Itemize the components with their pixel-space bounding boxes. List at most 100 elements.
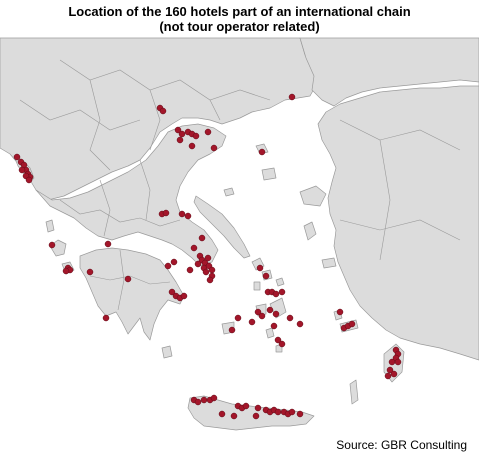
hotel-marker[interactable] bbox=[25, 176, 33, 184]
hotel-marker[interactable] bbox=[204, 128, 212, 136]
hotel-marker[interactable] bbox=[336, 308, 344, 316]
hotel-marker[interactable] bbox=[102, 314, 110, 322]
hotel-marker[interactable] bbox=[278, 288, 286, 296]
border-line bbox=[149, 89, 161, 151]
hotel-marker[interactable] bbox=[234, 314, 242, 322]
sporades bbox=[223, 187, 235, 197]
lemnos bbox=[261, 167, 277, 181]
border-line bbox=[117, 249, 125, 311]
turkey-land bbox=[299, 37, 479, 361]
hotel-marker[interactable] bbox=[176, 136, 184, 144]
hotel-marker[interactable] bbox=[228, 326, 236, 334]
hotel-marker[interactable] bbox=[18, 166, 26, 174]
hotel-marker[interactable] bbox=[348, 320, 356, 328]
hotel-marker[interactable] bbox=[86, 268, 94, 276]
hotel-marker[interactable] bbox=[170, 258, 178, 266]
hotel-marker[interactable] bbox=[168, 288, 176, 296]
hotel-marker[interactable] bbox=[210, 394, 218, 402]
hotel-marker[interactable] bbox=[252, 412, 260, 420]
hotel-marker[interactable] bbox=[270, 322, 278, 330]
hotel-marker[interactable] bbox=[124, 275, 132, 283]
hotel-marker[interactable] bbox=[256, 264, 264, 272]
hotel-marker[interactable] bbox=[48, 241, 56, 249]
samos bbox=[321, 257, 337, 269]
crete bbox=[187, 395, 315, 431]
hotel-marker[interactable] bbox=[180, 292, 188, 300]
hotel-marker[interactable] bbox=[254, 404, 262, 412]
hotel-marker[interactable] bbox=[242, 402, 250, 410]
syros bbox=[253, 281, 261, 291]
hotel-marker[interactable] bbox=[266, 306, 274, 314]
hotel-marker[interactable] bbox=[192, 132, 200, 140]
hotel-marker[interactable] bbox=[174, 126, 182, 134]
border-line bbox=[19, 99, 141, 131]
hotel-marker[interactable] bbox=[288, 93, 296, 101]
peloponnese bbox=[79, 247, 185, 341]
border-line bbox=[89, 275, 171, 285]
hotel-marker[interactable] bbox=[272, 290, 280, 298]
hotel-marker[interactable] bbox=[13, 153, 21, 161]
hotel-markers bbox=[13, 93, 402, 420]
hotel-marker[interactable] bbox=[394, 358, 402, 366]
hotel-marker[interactable] bbox=[200, 396, 208, 404]
hotel-marker[interactable] bbox=[162, 209, 170, 217]
hotel-marker[interactable] bbox=[188, 142, 196, 150]
hotel-marker[interactable] bbox=[386, 366, 394, 374]
hotel-marker[interactable] bbox=[194, 398, 202, 406]
hotel-marker[interactable] bbox=[194, 260, 202, 268]
hotel-marker[interactable] bbox=[262, 272, 270, 280]
hotel-marker[interactable] bbox=[258, 312, 266, 320]
hotel-marker[interactable] bbox=[258, 148, 266, 156]
hotel-marker[interactable] bbox=[159, 107, 167, 115]
hotel-marker[interactable] bbox=[218, 410, 226, 418]
hotel-marker[interactable] bbox=[384, 372, 392, 380]
regional-borders bbox=[19, 59, 461, 311]
hotel-marker[interactable] bbox=[198, 234, 206, 242]
hotel-marker[interactable] bbox=[184, 212, 192, 220]
border-line bbox=[139, 159, 151, 221]
hotel-marker[interactable] bbox=[248, 318, 256, 326]
border-line bbox=[89, 79, 111, 171]
hotel-marker[interactable] bbox=[186, 266, 194, 274]
hotel-marker[interactable] bbox=[164, 262, 172, 270]
ios bbox=[265, 327, 275, 339]
hotel-marker[interactable] bbox=[206, 276, 214, 284]
hotel-marker[interactable] bbox=[388, 358, 396, 366]
hotel-marker[interactable] bbox=[288, 408, 296, 416]
lesvos bbox=[299, 185, 327, 207]
hotel-marker[interactable] bbox=[178, 130, 186, 138]
hotel-marker[interactable] bbox=[230, 412, 238, 420]
chios bbox=[303, 221, 317, 241]
hotel-marker[interactable] bbox=[104, 240, 112, 248]
hotel-marker[interactable] bbox=[272, 310, 280, 318]
hotel-marker[interactable] bbox=[274, 408, 282, 416]
hotel-marker[interactable] bbox=[274, 336, 282, 344]
hotel-marker[interactable] bbox=[390, 370, 398, 378]
map-title-line1: Location of the 160 hotels part of an in… bbox=[68, 4, 411, 19]
hotel-marker[interactable] bbox=[286, 314, 294, 322]
hotel-marker[interactable] bbox=[278, 340, 286, 348]
border-line bbox=[339, 219, 461, 241]
border-line bbox=[379, 139, 391, 261]
border-line bbox=[339, 119, 461, 151]
hotel-marker[interactable] bbox=[208, 266, 216, 274]
hotel-marker[interactable] bbox=[296, 320, 304, 328]
hotel-marker[interactable] bbox=[296, 410, 304, 418]
border-line bbox=[59, 199, 181, 227]
border-line bbox=[59, 59, 271, 101]
hotel-marker[interactable] bbox=[190, 244, 198, 252]
source-credit: Source: GBR Consulting bbox=[334, 438, 469, 452]
hotel-marker[interactable] bbox=[178, 210, 186, 218]
border-line bbox=[209, 99, 221, 121]
border-line bbox=[99, 179, 111, 237]
hotel-marker[interactable] bbox=[254, 308, 262, 316]
hotel-marker[interactable] bbox=[62, 267, 70, 275]
hotel-marker[interactable] bbox=[204, 254, 212, 262]
mykonos bbox=[275, 277, 285, 287]
balkan-land bbox=[0, 37, 321, 201]
hotel-marker[interactable] bbox=[210, 144, 218, 152]
hotel-marker[interactable] bbox=[202, 268, 210, 276]
kythira bbox=[161, 345, 173, 359]
land-areas bbox=[0, 37, 479, 431]
